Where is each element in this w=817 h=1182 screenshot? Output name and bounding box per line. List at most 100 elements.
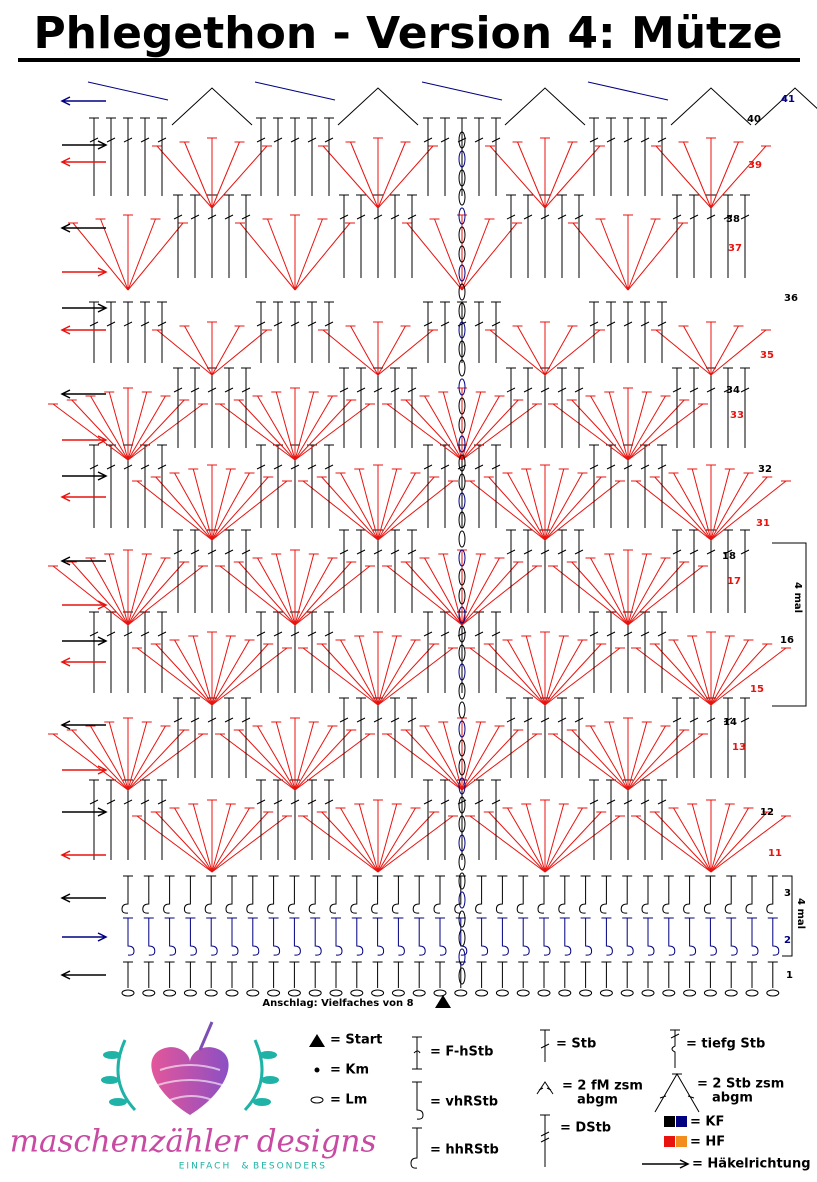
direction-arrow xyxy=(62,140,108,150)
fan-stitch xyxy=(294,399,357,461)
color-swatch xyxy=(664,1136,675,1147)
fan-stitch xyxy=(706,464,716,540)
chain xyxy=(458,397,466,415)
fan-stitch xyxy=(127,395,171,461)
icon xyxy=(642,1159,690,1169)
stitch xyxy=(740,529,750,613)
stitch xyxy=(241,529,251,613)
fan-stitch xyxy=(457,387,467,460)
fan-stitch xyxy=(127,403,208,461)
fan-stitch xyxy=(604,721,629,791)
stitch xyxy=(723,529,733,613)
fan-stitch xyxy=(123,717,133,790)
row-number: 16 xyxy=(780,635,794,646)
chain xyxy=(183,989,197,997)
fan-stitch xyxy=(419,725,463,791)
stitch xyxy=(539,961,549,988)
fan-stitch xyxy=(211,476,274,541)
stitch xyxy=(640,117,650,196)
chain xyxy=(458,682,466,700)
stitch xyxy=(657,444,667,528)
stitch xyxy=(457,301,467,363)
top-stitch xyxy=(421,81,503,101)
stitch xyxy=(163,875,175,914)
stitch xyxy=(241,697,251,778)
icon xyxy=(670,1029,680,1068)
fan-stitch xyxy=(207,321,217,375)
fan-stitch xyxy=(127,561,190,626)
stitch xyxy=(256,611,266,693)
fan-stitch xyxy=(85,725,129,791)
stitch xyxy=(657,779,667,860)
stitch xyxy=(726,917,738,956)
stitch xyxy=(589,779,599,860)
fan-stitch xyxy=(123,214,133,290)
fan-stitch xyxy=(150,476,213,541)
fan-stitch xyxy=(104,553,129,626)
fan-stitch xyxy=(298,480,379,541)
chain xyxy=(458,378,466,396)
fan-stitch xyxy=(585,725,629,791)
stitch xyxy=(599,875,612,914)
stitch xyxy=(224,194,234,278)
fan-stitch xyxy=(595,218,629,291)
fan-stitch xyxy=(627,733,708,791)
fan-stitch xyxy=(544,643,607,706)
chain xyxy=(579,989,593,997)
stitch xyxy=(589,117,599,196)
stitch xyxy=(414,961,425,988)
fan-stitch xyxy=(710,480,791,541)
foundation-note: Anschlag: Vielfaches von 8 xyxy=(262,998,413,1009)
fan-stitch xyxy=(710,329,771,376)
chain xyxy=(458,454,466,472)
stitch xyxy=(287,875,300,914)
fan-stitch xyxy=(483,811,546,873)
stitch xyxy=(373,367,383,448)
fan-stitch xyxy=(461,399,524,461)
stitch xyxy=(622,961,633,988)
fan-stitch xyxy=(465,815,546,873)
row-number: 17 xyxy=(727,576,741,587)
fan-stitch xyxy=(377,472,421,541)
fan-stitch xyxy=(419,557,463,626)
fan-stitch xyxy=(544,803,569,873)
stitch xyxy=(641,875,653,914)
stitch-grid xyxy=(48,81,817,997)
direction-arrow xyxy=(62,435,108,445)
stitch xyxy=(435,961,445,988)
fan-stitch xyxy=(211,145,272,209)
fan-stitch xyxy=(294,721,319,791)
fan-stitch xyxy=(345,141,379,209)
fan-stitch xyxy=(211,803,236,873)
fan-stitch xyxy=(377,145,438,209)
stitch xyxy=(689,194,699,278)
fan-stitch xyxy=(211,635,236,706)
chain xyxy=(683,989,697,997)
stitch xyxy=(747,917,759,956)
stitch xyxy=(580,917,593,956)
stitch xyxy=(339,194,349,278)
logo-tagline: BESONDERS xyxy=(253,1162,327,1172)
stitch xyxy=(106,444,116,528)
row-number: 18 xyxy=(722,551,736,562)
chain xyxy=(204,989,218,997)
fan-stitch xyxy=(710,639,754,706)
fan-stitch xyxy=(66,399,129,461)
fan-stitch xyxy=(377,635,402,706)
stitch xyxy=(371,875,383,914)
stitch xyxy=(767,961,778,988)
fan-stitch xyxy=(710,141,744,209)
stitch xyxy=(227,961,237,988)
stitch xyxy=(767,917,780,956)
stitch xyxy=(324,611,334,693)
stitch xyxy=(474,301,484,363)
fan-stitch xyxy=(127,733,208,791)
start-marker xyxy=(435,995,451,1008)
yarn-heart xyxy=(151,1047,229,1115)
direction-arrow xyxy=(60,720,106,730)
fan-stitch xyxy=(706,137,716,208)
direction-arrow xyxy=(60,96,106,106)
fan-stitch xyxy=(377,639,421,706)
legend-label: = Häkelrichtung xyxy=(692,1157,811,1172)
fan-stitch xyxy=(568,222,629,291)
